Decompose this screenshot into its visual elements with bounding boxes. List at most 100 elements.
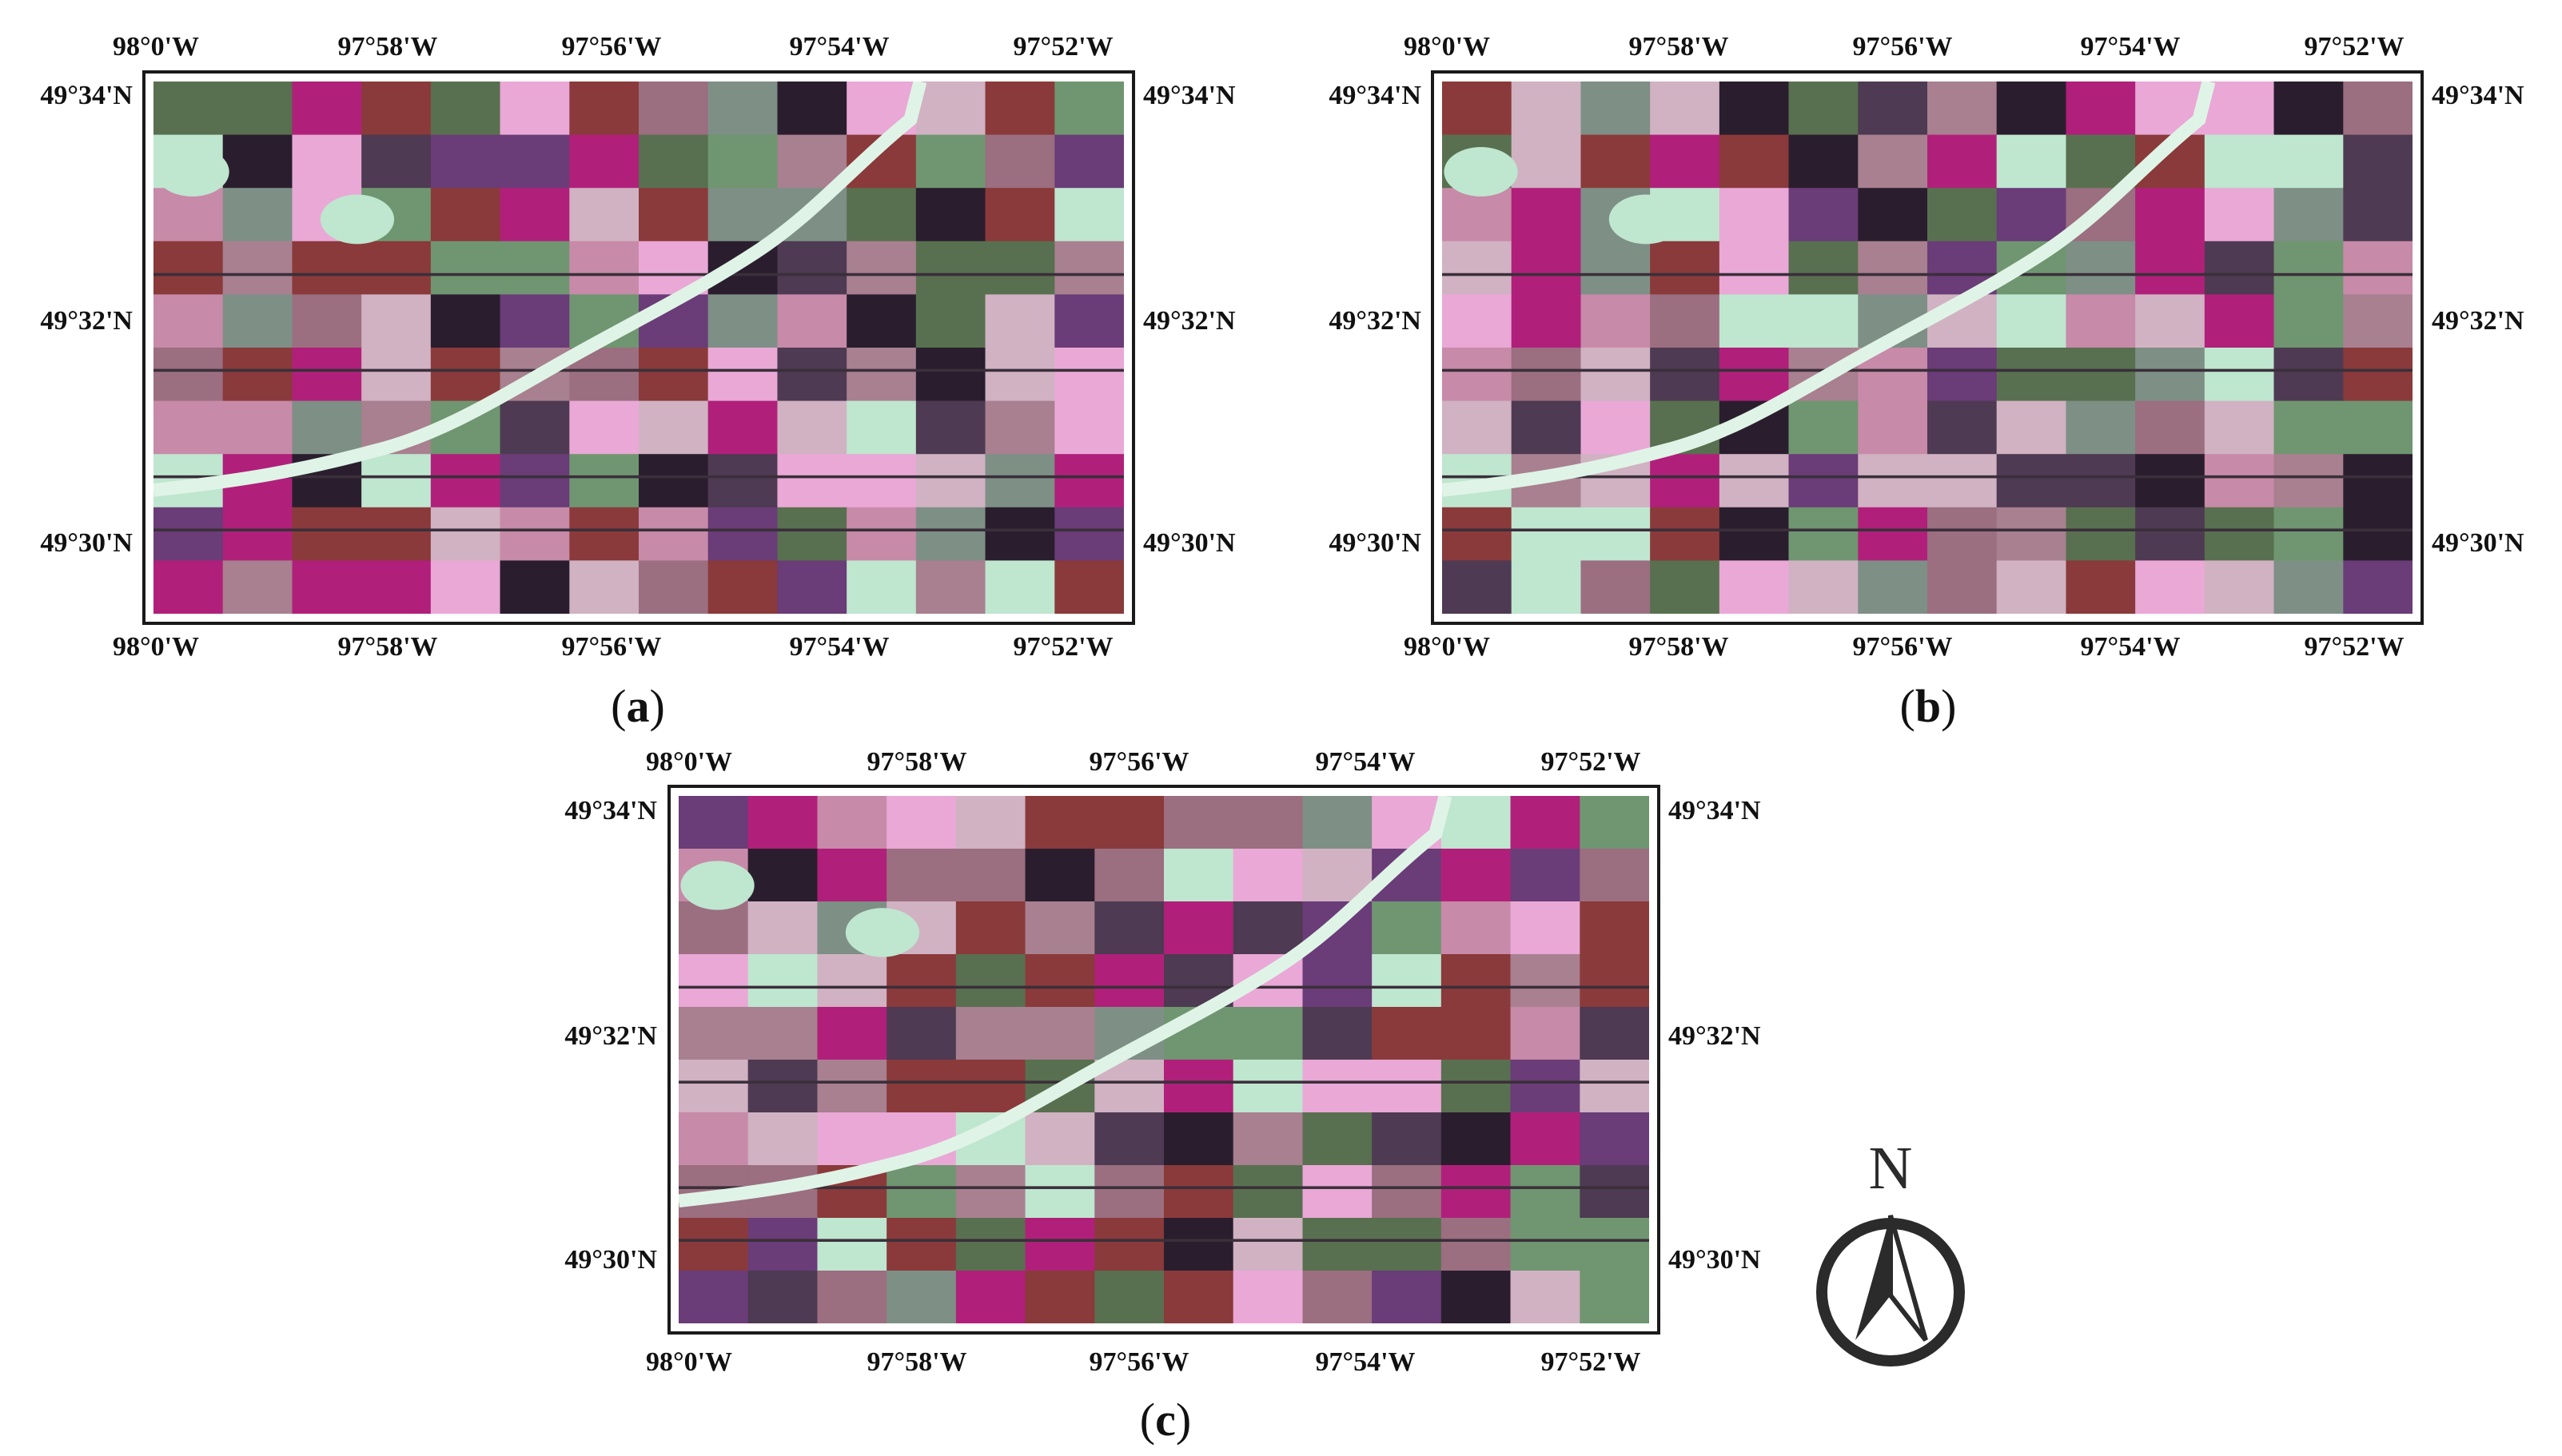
field-parcel xyxy=(1054,560,1124,614)
field-parcel xyxy=(1650,241,1720,296)
field-parcel xyxy=(1996,507,2067,562)
top-lon-label: 97°58'W xyxy=(867,747,967,777)
field-parcel xyxy=(1233,1271,1304,1323)
field-parcel xyxy=(1164,901,1234,955)
field-parcel xyxy=(1650,454,1720,508)
field-parcel xyxy=(679,954,749,1008)
river-course xyxy=(153,82,927,497)
field-parcel xyxy=(679,796,749,849)
satellite-image-b xyxy=(1442,82,2413,614)
field-parcel xyxy=(1788,400,1859,455)
field-parcel xyxy=(1788,454,1859,508)
field-parcel xyxy=(1372,1112,1442,1166)
field-parcel xyxy=(1025,1007,1095,1060)
field-parcel xyxy=(222,507,293,562)
field-parcel xyxy=(1510,1165,1580,1219)
field-parcel xyxy=(569,507,640,562)
field-parcel xyxy=(915,188,986,242)
field-parcel xyxy=(222,560,293,614)
field-parcel xyxy=(777,400,847,455)
field-parcel xyxy=(2135,560,2205,614)
field-parcel xyxy=(2343,454,2413,508)
left-lat-label: 49°30'N xyxy=(564,1245,657,1275)
field-parcel xyxy=(2204,82,2275,136)
field-parcel xyxy=(500,560,570,614)
field-parcel xyxy=(847,188,917,242)
field-parcel xyxy=(1858,241,1928,296)
top-lon-label: 98°0'W xyxy=(645,747,733,777)
field-parcel xyxy=(222,348,293,402)
field-parcel xyxy=(1650,507,1720,562)
field-parcel xyxy=(569,454,640,508)
field-parcel xyxy=(747,1218,819,1271)
field-parcel xyxy=(639,454,709,508)
field-parcel xyxy=(2066,294,2136,348)
field-parcel xyxy=(985,507,1055,562)
field-parcel xyxy=(2066,241,2136,296)
top-lon-label: 97°58'W xyxy=(1628,32,1729,62)
right-lat-label: 49°34'N xyxy=(1143,81,1236,110)
field-parcel xyxy=(1650,294,1720,348)
field-parcel xyxy=(2204,294,2275,348)
bottom-lon-label: 97°58'W xyxy=(1628,632,1729,662)
field-parcel xyxy=(2273,294,2344,348)
field-parcel xyxy=(1164,796,1234,849)
field-parcel xyxy=(2273,134,2344,189)
field-parcel xyxy=(985,560,1055,614)
field-parcel xyxy=(569,400,640,455)
road-line xyxy=(153,368,1124,372)
north-arrow-icon: N xyxy=(1816,1135,1965,1366)
field-parcel xyxy=(1054,507,1124,562)
field-parcel xyxy=(222,241,293,296)
top-lon-label: 97°54'W xyxy=(1315,747,1416,777)
field-parcel xyxy=(1996,294,2067,348)
field-parcel xyxy=(777,294,847,348)
field-parcel xyxy=(847,400,917,455)
field-parcel xyxy=(1054,82,1124,136)
field-parcel xyxy=(500,294,570,348)
road-line xyxy=(1442,273,2413,276)
field-parcel xyxy=(1510,849,1580,902)
map-frame-c xyxy=(667,785,1660,1335)
field-parcel xyxy=(361,507,432,562)
field-parcel xyxy=(500,400,570,455)
field-parcel xyxy=(2343,294,2413,348)
field-parcel xyxy=(707,507,779,562)
field-parcel xyxy=(1511,188,1582,242)
field-parcel xyxy=(707,400,779,455)
bottom-lon-label: 97°54'W xyxy=(789,632,890,662)
right-lat-label: 49°32'N xyxy=(1668,1021,1761,1051)
bottom-lon-label: 98°0'W xyxy=(112,632,200,662)
field-parcel xyxy=(1580,1007,1649,1060)
field-parcel xyxy=(1302,1165,1373,1219)
field-parcel xyxy=(747,796,819,849)
field-parcel xyxy=(1233,849,1304,902)
top-lon-label: 97°58'W xyxy=(337,32,438,62)
field-parcel xyxy=(747,1112,819,1166)
field-parcel xyxy=(1372,1271,1442,1323)
field-parcel xyxy=(361,241,432,296)
field-parcel xyxy=(1054,348,1124,402)
field-parcel xyxy=(1372,1218,1442,1271)
field-parcel xyxy=(1164,1112,1234,1166)
field-parcel xyxy=(430,294,501,348)
field-parcel xyxy=(1094,796,1165,849)
field-parcel xyxy=(707,188,779,242)
field-parcel xyxy=(1025,849,1095,902)
field-parcel xyxy=(1858,454,1928,508)
field-parcel xyxy=(985,134,1055,189)
satellite-image-c xyxy=(679,796,1649,1323)
field-parcel xyxy=(817,796,887,849)
field-parcel xyxy=(2066,82,2136,136)
field-parcel xyxy=(430,134,501,189)
right-lat-label: 49°34'N xyxy=(1668,796,1761,825)
field-parcel xyxy=(153,241,224,296)
field-parcel xyxy=(1858,507,1928,562)
field-parcel xyxy=(1580,348,1651,402)
field-parcel xyxy=(569,134,640,189)
field-parcel xyxy=(887,1007,957,1060)
field-parcel xyxy=(1164,1271,1234,1323)
field-parcel xyxy=(2343,188,2413,242)
field-parcel xyxy=(1788,82,1859,136)
field-parcel xyxy=(1164,1218,1234,1271)
